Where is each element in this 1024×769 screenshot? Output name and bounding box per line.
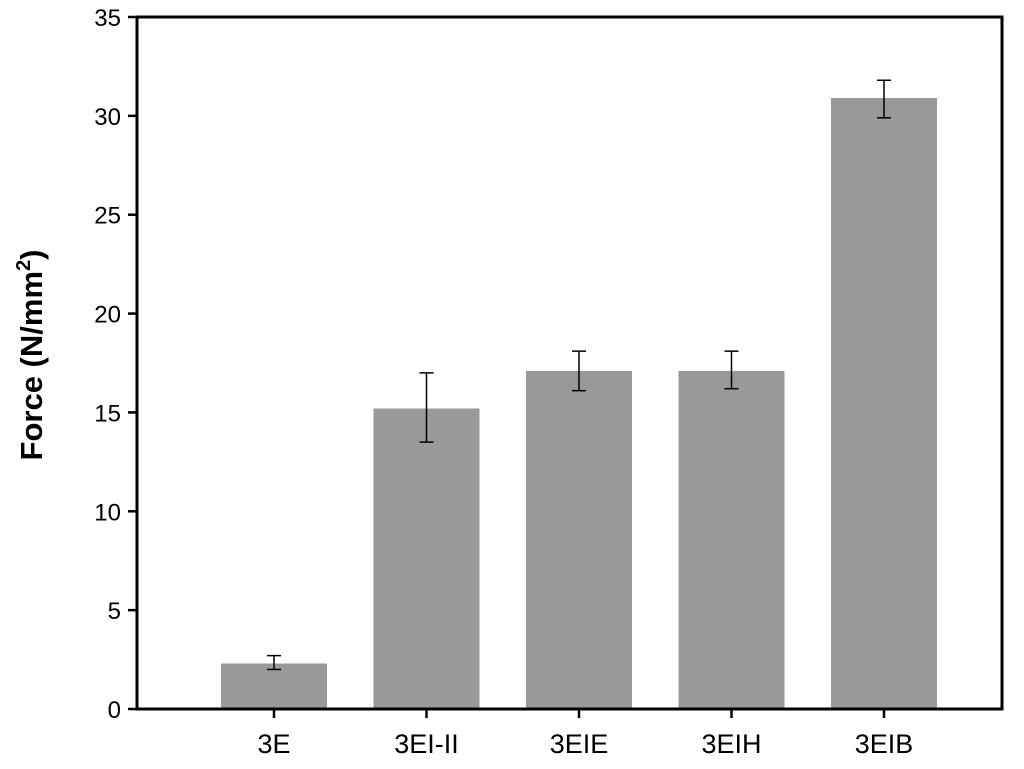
axes-layer: [128, 15, 1004, 718]
x-tick-label-3eih: 3EIH: [701, 729, 761, 759]
errorbars-layer: [267, 79, 891, 671]
errorbar-3ei-ii: [419, 372, 434, 443]
x-tick-label-3eie: 3EIE: [550, 729, 609, 759]
x-tick-label-3eib: 3EIB: [855, 729, 914, 759]
x-tick-label-3e: 3E: [257, 729, 290, 759]
y-tick-label-10: 10: [94, 499, 121, 526]
bar-3eih: [678, 370, 785, 709]
labels-layer: 0 5 10 15 20 25 30 35 3E 3EI-II 3EIE 3EIH 3EIB: [94, 5, 913, 759]
bar-3e: [221, 663, 327, 709]
y-axis-title-close: ): [14, 250, 49, 260]
bar-3ei-ii: [373, 408, 480, 709]
y-axis-title: Force (N/mm2): [13, 250, 49, 461]
y-tick-label-15: 15: [94, 400, 121, 427]
y-tick-label-20: 20: [94, 302, 121, 329]
y-tick-label-25: 25: [94, 203, 121, 230]
errorbar-3e: [267, 654, 281, 671]
x-tick-label-3ei-ii: 3EI-II: [394, 729, 459, 759]
errorbar-3eib: [877, 79, 891, 119]
y-tick-label-35: 35: [94, 5, 121, 32]
plot-frame: [135, 15, 1004, 711]
bar-3eib: [831, 98, 937, 709]
y-tick-label-30: 30: [94, 104, 121, 131]
errorbar-3eie: [572, 350, 586, 392]
y-tick-label-0: 0: [108, 697, 121, 724]
y-tick-label-5: 5: [108, 598, 121, 625]
errorbar-3eih: [724, 350, 739, 390]
bar-3eie: [526, 370, 632, 709]
y-axis-title-superscript: 2: [13, 260, 35, 271]
bars-layer: [221, 98, 937, 709]
